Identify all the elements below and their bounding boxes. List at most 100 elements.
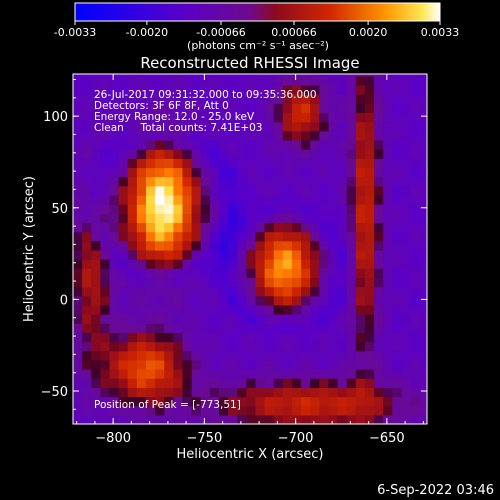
heatmap-cell <box>237 323 247 333</box>
heatmap-cell <box>218 350 229 361</box>
heatmap-cell <box>145 314 156 324</box>
heatmap-cell <box>301 139 311 150</box>
heatmap-cell <box>255 204 266 214</box>
heatmap-cell <box>73 414 83 424</box>
heatmap-cell <box>228 194 238 205</box>
heatmap-cell <box>374 359 384 370</box>
heatmap-cell <box>383 259 393 269</box>
heatmap-cell <box>282 286 293 297</box>
heatmap-cell <box>100 350 111 361</box>
heatmap-cell <box>264 185 275 196</box>
heatmap-cell <box>410 103 421 114</box>
heatmap-cell <box>282 112 293 123</box>
heatmap-cell <box>164 396 174 407</box>
heatmap-cell <box>246 323 257 333</box>
heatmap-cell <box>291 323 302 333</box>
heatmap-cell <box>383 268 393 279</box>
heatmap-cell <box>246 405 257 416</box>
heatmap-cell <box>328 295 339 306</box>
heatmap-cell <box>410 222 421 233</box>
heatmap-cell <box>109 249 120 260</box>
heatmap-cell <box>383 74 393 77</box>
heatmap-cell <box>401 268 412 279</box>
heatmap-cell <box>200 414 211 424</box>
heatmap-cell <box>209 149 220 159</box>
heatmap-cell <box>282 231 293 242</box>
heatmap-cell <box>191 75 202 86</box>
heatmap-cell <box>182 414 193 424</box>
heatmap-cell <box>127 75 138 86</box>
heatmap-cell <box>127 332 138 343</box>
heatmap-cell <box>91 405 101 416</box>
heatmap-cell <box>136 158 147 169</box>
heatmap-cell <box>237 130 247 141</box>
heatmap-cell <box>255 323 266 333</box>
heatmap-cell <box>355 112 366 123</box>
heatmap-cell <box>419 359 427 370</box>
heatmap-cell <box>374 277 384 288</box>
heatmap-cell <box>155 194 165 205</box>
heatmap-cell <box>73 213 83 224</box>
heatmap-cell <box>237 222 247 233</box>
heatmap-cell <box>136 295 147 306</box>
heatmap-cell <box>155 112 165 123</box>
heatmap-cell <box>364 130 375 141</box>
heatmap-cell <box>118 139 129 150</box>
heatmap-cell <box>182 277 193 288</box>
heatmap-cell <box>346 130 357 141</box>
heatmap-cell <box>182 84 193 95</box>
heatmap-cell <box>155 286 165 297</box>
heatmap-cell <box>401 94 412 104</box>
heatmap-cell <box>273 84 284 95</box>
x-axis-ticks: −800 −750 −700 −650 <box>76 74 424 446</box>
heatmap-cell <box>264 249 275 260</box>
heatmap-cell <box>136 378 147 388</box>
heatmap-cell <box>337 341 348 352</box>
heatmap-cell <box>282 277 293 288</box>
heatmap-cell <box>264 414 275 424</box>
heatmap-cell <box>228 84 238 95</box>
heatmap-cell <box>291 259 302 269</box>
heatmap-cell <box>209 231 220 242</box>
heatmap-cell <box>209 341 220 352</box>
heatmap-cell <box>91 112 101 123</box>
heatmap-cell <box>136 149 147 159</box>
heatmap-cell <box>410 231 421 242</box>
heatmap-cell <box>364 176 375 187</box>
heatmap-cell <box>218 369 229 379</box>
colorbar-tick-label: 0.0033 <box>421 26 460 39</box>
heatmap-cell <box>73 94 83 104</box>
heatmap-cell <box>301 268 311 279</box>
heatmap-cell <box>191 194 202 205</box>
heatmap-cell <box>218 240 229 251</box>
heatmap-cell <box>383 121 393 132</box>
heatmap-cell <box>255 75 266 86</box>
heatmap-cell <box>264 295 275 306</box>
heatmap-cell <box>383 405 393 416</box>
colorbar-tick-label: -0.0033 <box>54 26 96 39</box>
heatmap-cell <box>209 204 220 214</box>
heatmap-cell <box>282 304 293 315</box>
heatmap-cell <box>237 259 247 269</box>
heatmap-cell <box>264 332 275 343</box>
heatmap-cell <box>337 94 348 104</box>
heatmap-cell <box>109 387 120 398</box>
heatmap-cell <box>246 369 257 379</box>
plot-frame <box>72 73 428 425</box>
heatmap-cell <box>127 167 138 178</box>
heatmap-cell <box>364 387 375 398</box>
heatmap-cell <box>301 112 311 123</box>
heatmap-cell <box>401 139 412 150</box>
heatmap-cell <box>109 103 120 114</box>
heatmap-cell <box>301 240 311 251</box>
heatmap-cell <box>346 350 357 361</box>
heatmap-cell <box>164 277 174 288</box>
heatmap-cell <box>82 194 92 205</box>
heatmap-cell <box>291 103 302 114</box>
heatmap-cell <box>155 396 165 407</box>
heatmap-cell <box>127 185 138 196</box>
heatmap-cell <box>383 167 393 178</box>
heatmap-cell <box>310 341 320 352</box>
heatmap-cell <box>419 378 427 388</box>
heatmap-cell <box>118 130 129 141</box>
